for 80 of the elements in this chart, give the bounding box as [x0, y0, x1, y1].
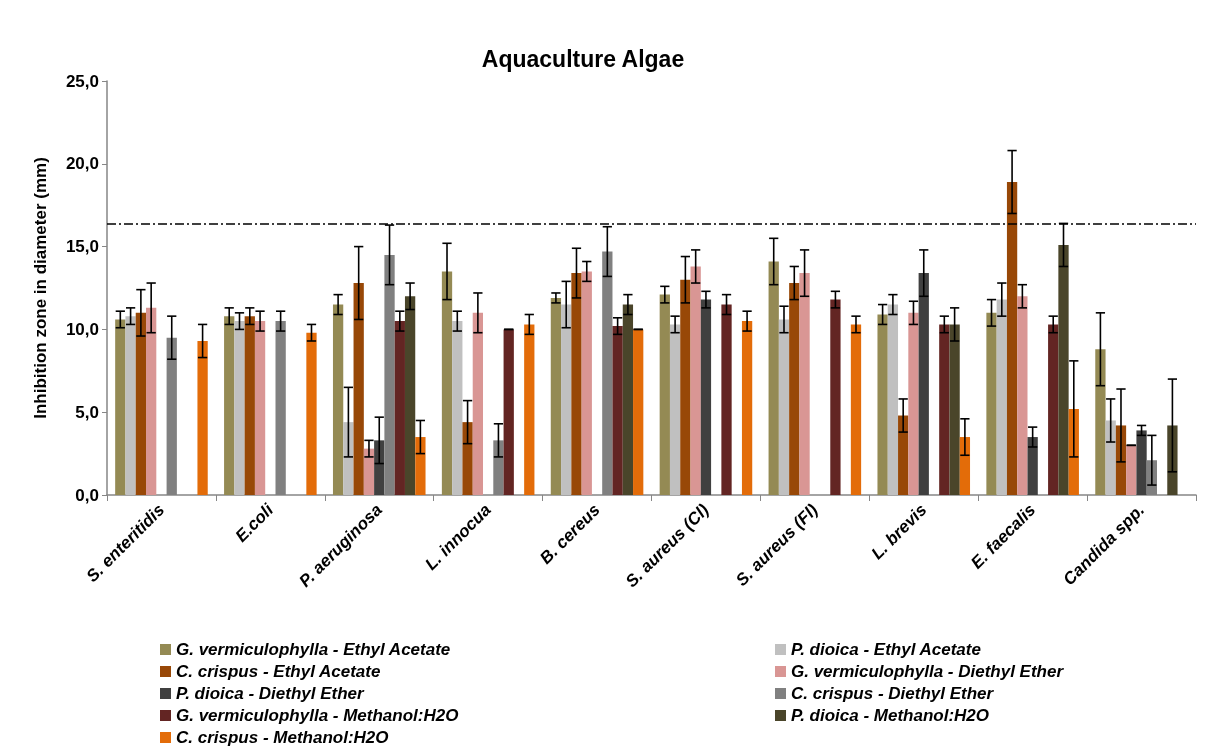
bar [721, 304, 732, 495]
y-tick-label: 15,0 [65, 237, 99, 257]
bar [850, 324, 862, 495]
bar [669, 324, 681, 495]
y-tick-label: 20,0 [65, 154, 99, 174]
bar [789, 283, 800, 495]
bar [394, 321, 405, 495]
bar [452, 321, 463, 495]
bar [332, 304, 344, 495]
y-tick-label: 0,0 [75, 485, 99, 505]
bar [949, 324, 960, 495]
bar [343, 422, 354, 495]
bar [939, 324, 950, 495]
bar [877, 314, 888, 495]
bar [1167, 425, 1178, 495]
bar [561, 304, 572, 495]
bar [197, 340, 208, 495]
bar [415, 437, 426, 495]
bar [959, 437, 971, 495]
bar [550, 297, 562, 495]
bar [887, 304, 899, 495]
bar [1027, 437, 1038, 495]
bar [1095, 349, 1106, 495]
y-axis-title: Inhibition zone in diameter (mm) [31, 157, 50, 419]
bar [898, 415, 909, 495]
bar [125, 316, 136, 495]
bar [462, 422, 473, 495]
bar [680, 279, 691, 495]
bar [768, 261, 779, 495]
bar [1126, 445, 1137, 495]
bar [996, 299, 1007, 495]
bar [571, 273, 582, 495]
bar [1058, 244, 1069, 495]
bar [234, 321, 245, 495]
legend-label: P. dioica - Ethyl Acetate [791, 640, 981, 659]
bar [472, 312, 484, 495]
bar [254, 321, 266, 495]
legend-label: G. vermiculophylla - Methanol:H2O [176, 706, 459, 725]
bar [700, 299, 712, 495]
bar [115, 319, 126, 495]
bar [244, 316, 255, 495]
bar [353, 283, 364, 495]
bar [306, 332, 317, 495]
bar [830, 299, 841, 495]
bar [1006, 182, 1018, 495]
y-tick-label: 25,0 [65, 71, 99, 91]
bar [135, 312, 147, 495]
legend-label: G. vermiculophylla - Diethyl Ether [791, 662, 1065, 681]
bar [524, 324, 535, 495]
bar [690, 266, 701, 495]
bar [363, 448, 375, 495]
bar [503, 329, 514, 495]
bar [404, 296, 416, 495]
bar [986, 312, 997, 495]
bar [441, 271, 453, 495]
bar [1136, 430, 1147, 495]
bar [1105, 420, 1116, 495]
legend-label: C. crispus - Ethyl Acetate [176, 662, 381, 681]
bar [622, 304, 634, 495]
legend-label: G. vermiculophylla - Ethyl Acetate [176, 640, 451, 659]
bar [918, 273, 929, 495]
legend-label: P. dioica - Diethyl Ether [176, 684, 366, 703]
legend-label: C. crispus - Methanol:H2O [176, 728, 389, 747]
bar [612, 326, 623, 495]
bar [799, 273, 810, 495]
bar [633, 329, 644, 495]
y-tick-label: 5,0 [75, 402, 99, 422]
bar [659, 294, 670, 495]
bar [1048, 324, 1059, 495]
bar [146, 307, 157, 495]
bar [741, 321, 753, 495]
y-tick-label: 10,0 [65, 319, 99, 339]
bar [581, 271, 592, 495]
chart-title: Aquaculture Algae [481, 45, 685, 72]
bar [778, 319, 790, 495]
bar [224, 316, 235, 495]
legend-label: P. dioica - Methanol:H2O [791, 706, 990, 725]
bar [1017, 296, 1028, 495]
legend-label: C. crispus - Diethyl Ether [791, 684, 995, 703]
bar [908, 312, 919, 495]
